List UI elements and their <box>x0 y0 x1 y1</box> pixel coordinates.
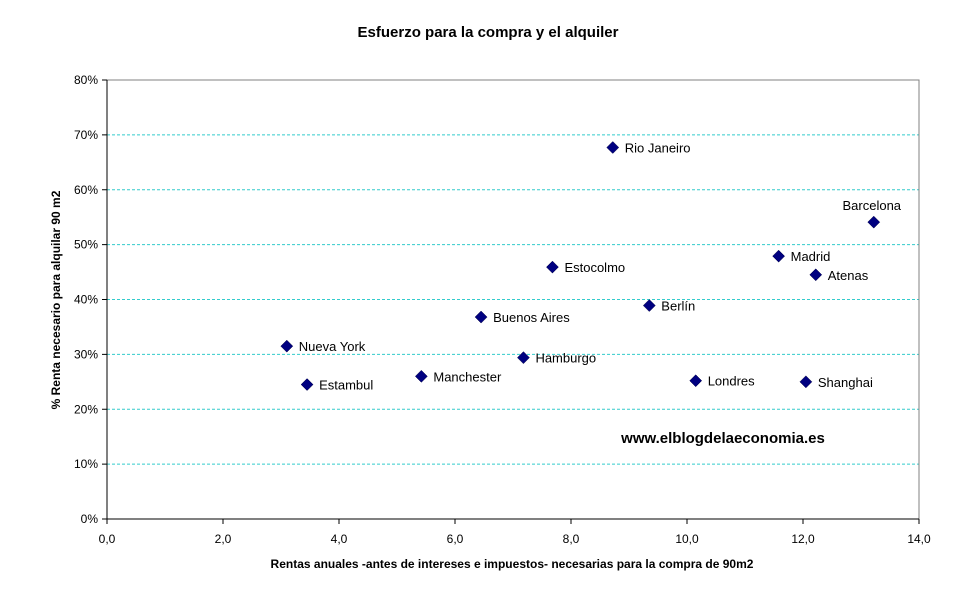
point-label: Shanghai <box>818 375 873 390</box>
x-tick-label: 12,0 <box>791 532 815 546</box>
y-tick-label: 10% <box>74 457 98 471</box>
point-label: Nueva York <box>299 339 366 354</box>
y-tick-label: 30% <box>74 347 98 361</box>
x-tick-label: 10,0 <box>675 532 699 546</box>
point-label: Hamburgo <box>535 351 596 366</box>
point-label: Barcelona <box>842 198 901 213</box>
watermark-text: www.elblogdelaeconomia.es <box>620 430 825 447</box>
point-marker <box>772 249 785 263</box>
x-tick-label: 8,0 <box>563 532 580 546</box>
point-label: Atenas <box>828 268 869 283</box>
point-label: Berlín <box>661 299 695 314</box>
point-marker <box>474 310 488 324</box>
x-tick-label: 6,0 <box>447 532 464 546</box>
y-tick-label: 20% <box>74 402 98 416</box>
point-marker <box>546 260 559 274</box>
point-marker <box>517 351 530 365</box>
point-label: Londres <box>708 374 755 389</box>
point-label: Manchester <box>433 369 502 384</box>
point-label: Madrid <box>791 249 831 264</box>
point-marker <box>867 215 881 229</box>
point-marker <box>809 268 823 282</box>
point-label: Estocolmo <box>564 260 625 275</box>
x-tick-label: 4,0 <box>331 532 348 546</box>
tick-labels: 0% 10% 20% 30% 40% 50% 60% 70% 80% 0,0 2,0 4,0 6,0 8,… <box>74 73 931 546</box>
y-tick-label: 60% <box>74 183 98 197</box>
y-axis-title: % Renta necesario para alquilar 90 m2 <box>49 190 63 409</box>
gridlines <box>107 134 919 465</box>
point-marker <box>415 369 428 383</box>
point-label: Rio Janeiro <box>625 140 691 155</box>
axes <box>102 79 920 524</box>
x-tick-label: 2,0 <box>215 532 232 546</box>
y-tick-label: 50% <box>74 238 98 252</box>
point-label: Estambul <box>319 378 373 393</box>
point-marker <box>799 375 813 389</box>
point-label: Buenos Aires <box>493 310 570 325</box>
x-tick-label: 14,0 <box>907 532 931 546</box>
data-points: Rio Janeiro Barcelona Madrid Atenas Estocolm… <box>280 140 902 393</box>
chart-title: Esfuerzo para la compra y el alquiler <box>358 24 619 41</box>
point-marker <box>280 339 294 353</box>
y-tick-label: 70% <box>74 128 98 142</box>
point-marker <box>642 299 656 312</box>
y-tick-label: 0% <box>81 512 99 526</box>
point-marker <box>606 141 620 154</box>
y-tick-label: 80% <box>74 73 98 87</box>
y-tick-label: 40% <box>74 293 98 307</box>
point-marker <box>300 378 314 391</box>
x-tick-label: 0,0 <box>99 532 116 546</box>
x-axis-title: Rentas anuales -antes de intereses e imp… <box>271 557 754 571</box>
point-marker <box>689 374 703 388</box>
